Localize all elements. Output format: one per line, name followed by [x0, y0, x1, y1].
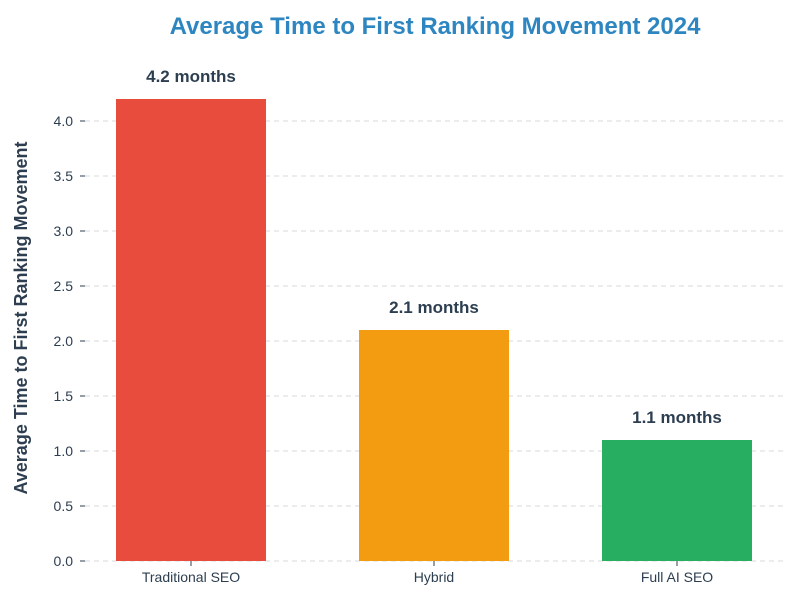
y-tick-label: 1.5 [54, 388, 74, 404]
x-tick-label: Traditional SEO [142, 569, 240, 585]
bars [116, 99, 752, 561]
x-tick-label: Full AI SEO [641, 569, 713, 585]
value-labels: 4.2 months 2.1 months 1.1 months [146, 67, 722, 427]
bar [116, 99, 266, 561]
y-tick-label: 3.0 [54, 223, 74, 239]
y-tick-label: 4.0 [54, 113, 74, 129]
y-tick-label: 3.5 [54, 168, 74, 184]
x-axis-ticks: Traditional SEO Hybrid Full AI SEO [142, 561, 713, 585]
x-tick-label: Hybrid [414, 569, 454, 585]
chart-title: Average Time to First Ranking Movement 2… [170, 13, 701, 40]
y-axis-label: Average Time to First Ranking Movement [11, 141, 31, 494]
y-tick-label: 0.5 [54, 498, 74, 514]
y-axis-ticks: 0.0 0.5 1.0 1.5 2.0 2.5 3.0 3.5 4.0 [54, 113, 85, 569]
y-tick-label: 2.5 [54, 278, 74, 294]
bar [359, 330, 509, 561]
bar-value-label: 4.2 months [146, 67, 236, 86]
bar-value-label: 2.1 months [389, 298, 479, 317]
y-tick-label: 0.0 [54, 553, 74, 569]
y-tick-label: 2.0 [54, 333, 74, 349]
bar-value-label: 1.1 months [632, 408, 722, 427]
bar [602, 440, 752, 561]
y-tick-label: 1.0 [54, 443, 74, 459]
